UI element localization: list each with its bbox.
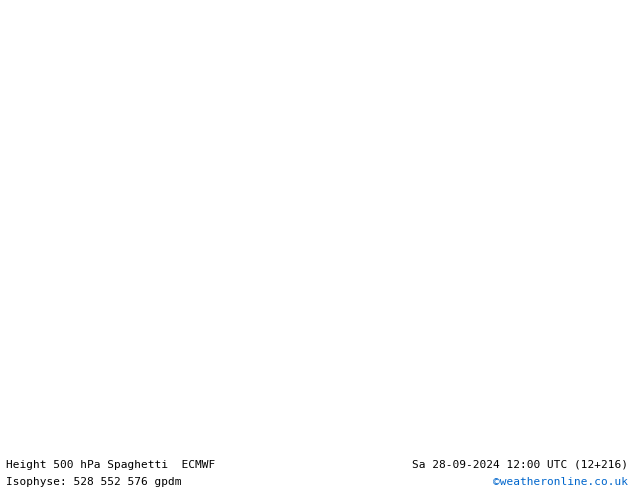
- Text: Sa 28-09-2024 12:00 UTC (12+216): Sa 28-09-2024 12:00 UTC (12+216): [411, 460, 628, 470]
- Text: ©weatheronline.co.uk: ©weatheronline.co.uk: [493, 477, 628, 487]
- Text: ©weatheronline.co.uk: ©weatheronline.co.uk: [493, 477, 628, 487]
- Text: Height 500 hPa Spaghetti  ECMWF: Height 500 hPa Spaghetti ECMWF: [6, 460, 216, 470]
- Text: Isophyse: 528 552 576 gpdm: Isophyse: 528 552 576 gpdm: [6, 477, 182, 487]
- Text: Isophyse: 528 552 576 gpdm: Isophyse: 528 552 576 gpdm: [6, 477, 182, 487]
- Text: Height 500 hPa Spaghetti  ECMWF: Height 500 hPa Spaghetti ECMWF: [6, 460, 216, 470]
- Text: Sa 28-09-2024 12:00 UTC (12+216): Sa 28-09-2024 12:00 UTC (12+216): [411, 460, 628, 470]
